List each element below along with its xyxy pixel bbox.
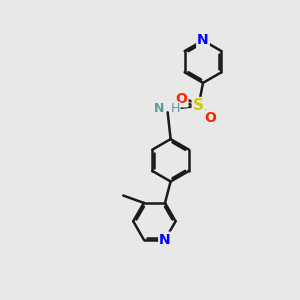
Text: O: O	[204, 111, 216, 125]
Text: S: S	[193, 98, 204, 113]
Text: N: N	[197, 34, 209, 47]
Text: O: O	[176, 92, 188, 106]
Text: H: H	[171, 102, 180, 115]
Text: N: N	[154, 102, 165, 115]
Text: N: N	[159, 232, 171, 247]
